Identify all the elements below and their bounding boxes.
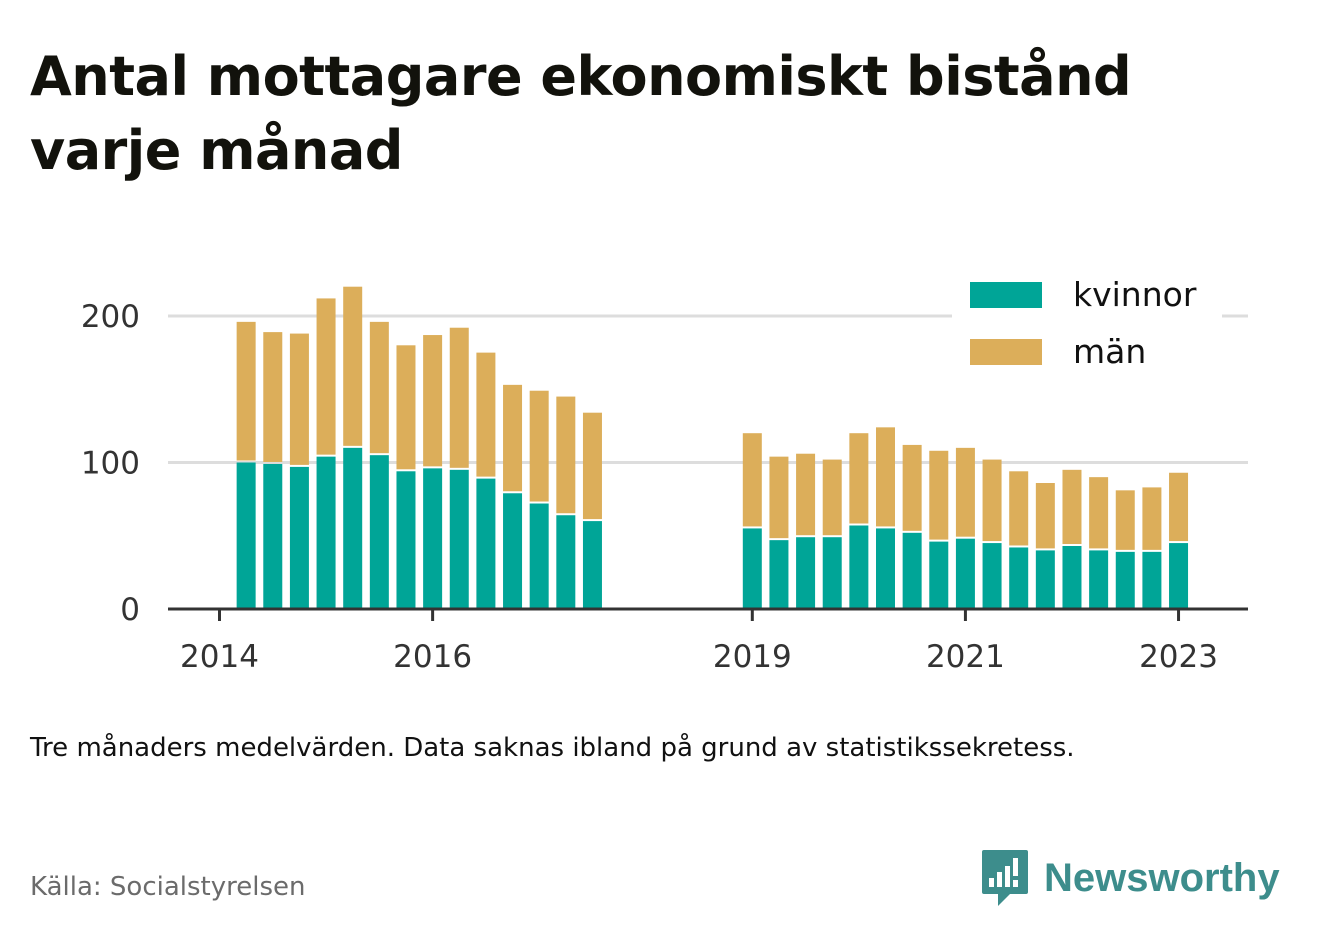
bar-kvinnor [796,537,816,609]
legend-swatch [970,339,1042,365]
bar-man [876,427,895,527]
bar-man [289,333,309,465]
x-tick-label: 2016 [393,639,472,675]
axes: 2014 2016 2019 2021 2023 [168,607,1248,675]
bars [236,286,1189,609]
x-tick-label: 2014 [180,639,259,675]
bar-man [529,390,549,502]
bar-man [423,335,443,467]
bar-man [582,412,602,520]
bar-kvinnor [982,543,1002,609]
bar-man [396,345,416,470]
bar-kvinnor [742,528,762,609]
bar-man [902,444,922,531]
y-tick-label: 0 [120,592,140,628]
bar-man [556,396,576,514]
bar-man [449,327,469,468]
bar-man [796,453,816,536]
bar-man [1142,487,1162,550]
bar-kvinnor [1142,551,1162,609]
chart-title: Antal mottagare ekonomiskt bistånd varje… [30,45,1132,182]
bar-man [503,384,523,492]
bar-kvinnor [449,469,469,609]
bar-kvinnor [1115,551,1135,609]
bar-kvinnor [476,478,496,609]
x-tick-label: 2023 [1139,639,1218,675]
legend-swatch [970,282,1042,308]
bar-kvinnor [263,463,283,609]
y-tick-label: 200 [81,299,140,335]
legend-label: män [1073,332,1146,371]
bar-kvinnor [396,471,416,609]
bar-man [742,433,762,527]
bar-kvinnor [822,537,842,609]
legend: kvinnor män [952,268,1222,376]
bar-kvinnor [1035,550,1055,609]
bar-kvinnor [369,455,389,609]
bar-kvinnor [236,462,256,609]
newsworthy-logo: Newsworthy [980,848,1280,908]
bar-man [1089,477,1109,549]
bar-man [1009,471,1029,546]
stacked-bar-chart: 0 100 200 2014 2016 2019 2021 2023 kvinnor män [80,268,1248,675]
bar-kvinnor [423,468,443,609]
bar-man [822,459,842,536]
source-text: Källa: Socialstyrelsen [30,872,306,902]
bar-kvinnor [769,540,789,609]
bar-man [849,433,869,524]
bar-man [316,298,336,455]
bar-man [982,459,1002,542]
bar-man [263,332,283,462]
bar-man [1169,472,1189,542]
bar-kvinnor [902,532,922,609]
bar-kvinnor [343,447,363,609]
chart-note: Tre månaders medelvärden. Data saknas ib… [30,733,1075,763]
bar-man [929,450,949,540]
x-tick-label: 2021 [926,639,1005,675]
bar-man [343,286,363,446]
bar-kvinnor [876,528,895,609]
y-tick-label: 100 [81,446,140,482]
bar-man [1062,469,1082,545]
x-tick-label: 2019 [713,639,792,675]
bar-kvinnor [929,541,949,609]
bar-man [769,456,789,539]
bar-man [1115,490,1135,550]
bar-man [955,447,975,537]
bar-kvinnor [1169,543,1189,609]
bar-kvinnor [849,525,869,609]
bar-kvinnor [1089,550,1109,609]
bar-kvinnor [503,493,523,609]
legend-label: kvinnor [1073,275,1197,314]
bar-kvinnor [1062,546,1082,609]
brand-name: Newsworthy [1044,855,1280,900]
bar-kvinnor [529,503,549,609]
bar-man [236,321,256,461]
bar-kvinnor [582,521,602,609]
bar-man [369,321,389,454]
bar-man [476,352,496,477]
bar-man [1035,483,1055,549]
newsworthy-logo-icon [982,850,1028,906]
bar-kvinnor [556,515,576,609]
bar-kvinnor [955,538,975,609]
bar-kvinnor [316,456,336,609]
bar-kvinnor [1009,547,1029,609]
bar-kvinnor [289,466,309,609]
